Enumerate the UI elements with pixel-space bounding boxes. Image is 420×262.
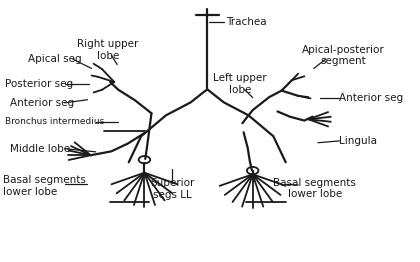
- Text: Basal segments
lower lobe: Basal segments lower lobe: [273, 178, 356, 199]
- Text: Left upper
lobe: Left upper lobe: [213, 73, 267, 95]
- Text: Apical-posterior
segment: Apical-posterior segment: [302, 45, 385, 66]
- Text: Basal segments
lower lobe: Basal segments lower lobe: [3, 175, 86, 196]
- Text: Anterior seg: Anterior seg: [10, 98, 74, 108]
- Text: Middle lobe: Middle lobe: [10, 144, 70, 154]
- Text: Trachea: Trachea: [226, 17, 266, 26]
- Text: Posterior seg: Posterior seg: [5, 79, 73, 89]
- Text: Apical seg: Apical seg: [28, 54, 81, 64]
- Text: Right upper
lobe: Right upper lobe: [77, 39, 139, 61]
- Text: Superior
segs LL: Superior segs LL: [150, 178, 194, 200]
- Text: Anterior seg: Anterior seg: [339, 93, 404, 103]
- Text: Bronchus intermedius: Bronchus intermedius: [5, 117, 104, 126]
- Text: Lingula: Lingula: [339, 136, 378, 146]
